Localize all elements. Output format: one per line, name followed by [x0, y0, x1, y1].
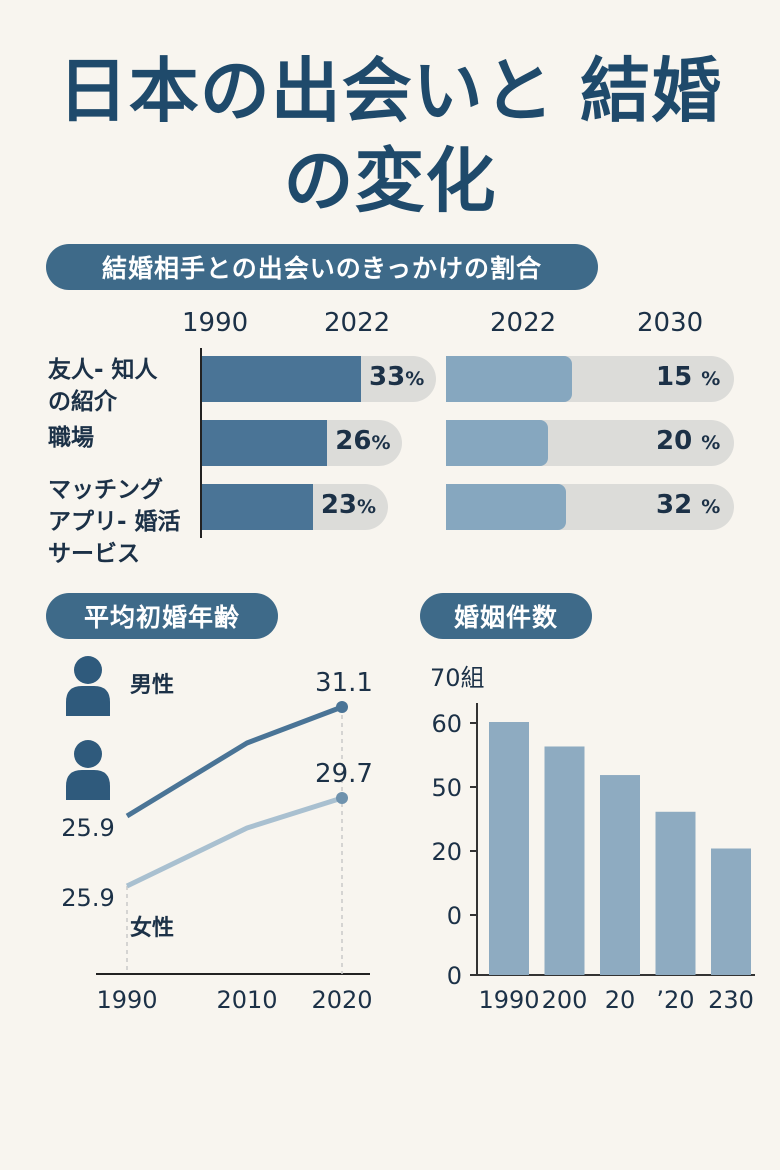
data-label: 32 % — [656, 490, 720, 520]
x-tick-label: 200 — [542, 986, 588, 1014]
data-label-unit: % — [405, 368, 425, 390]
x-tick-label: ’20 — [656, 986, 694, 1014]
x-tick-label: 1990 — [478, 986, 539, 1014]
end-point — [336, 792, 348, 804]
female-icon — [66, 740, 110, 800]
age-chart-title: 平均初婚年齢 — [46, 593, 278, 639]
data-label-value: 33 — [369, 362, 406, 392]
category-label: 友人- 知人 の紹介 — [48, 354, 158, 418]
marriage-count-chart: 0 0 20 50 60 70組 1990 200 20 ’20 230 — [430, 664, 755, 1014]
data-label-value: 15 — [656, 362, 702, 392]
data-label: 23% — [321, 490, 376, 520]
category-label: マッチングアプリ- 婚活 サービス — [48, 474, 181, 571]
right-year-2: 2030 — [637, 308, 704, 338]
person-body — [66, 770, 110, 800]
category-label-line: 職場 — [48, 425, 94, 451]
bar — [202, 420, 328, 466]
data-label: 15 % — [656, 362, 720, 392]
data-label: 20 % — [656, 426, 720, 456]
x-tick-label: 2020 — [311, 986, 372, 1014]
left-year-2: 2022 — [324, 308, 391, 338]
person-head — [74, 656, 102, 684]
data-label: 33% — [369, 362, 424, 392]
start-value-label: 25.9 — [61, 884, 114, 912]
bar — [711, 848, 751, 975]
data-label: 26% — [335, 426, 390, 456]
page-title-line1: 日本の出会いと 結婚 — [57, 50, 723, 132]
y-tick-label: 20 — [431, 838, 462, 866]
category-label-line: サービス — [48, 541, 140, 568]
data-label-value: 32 — [656, 490, 702, 520]
data-label-value: 20 — [656, 426, 702, 456]
bar — [202, 356, 361, 402]
series-line — [125, 795, 343, 889]
bar — [489, 722, 529, 975]
end-point — [336, 701, 348, 713]
page-title-line2: の変化 — [283, 140, 497, 222]
y-tick-label: 0 — [447, 902, 462, 930]
right-year-1: 2022 — [490, 308, 557, 338]
y-tick-label: 50 — [431, 774, 462, 802]
person-head — [74, 740, 102, 768]
data-label-value: 23 — [320, 490, 357, 520]
encounter-axis — [200, 348, 202, 538]
category-label-line: アプリ- 婚活 — [48, 509, 181, 536]
end-value-label: 29.7 — [315, 759, 373, 789]
category-label-line: マッチング — [48, 477, 163, 503]
marriage-count-title: 婚姻件数 — [420, 593, 592, 639]
y-tick-label: 60 — [431, 710, 462, 738]
start-value-label: 25.9 — [61, 814, 114, 842]
category-label: 職場 — [48, 422, 94, 454]
y-tick-label: 70組 — [430, 664, 485, 692]
bar — [446, 356, 572, 402]
data-label-unit: % — [701, 368, 721, 390]
x-tick-label: 20 — [605, 986, 636, 1014]
age-line-chart: 31.1 25.9 男性 29.7 25.9 女性 1990 2010 2020 — [61, 656, 373, 1014]
category-label-line: 友人- 知人 — [48, 357, 158, 383]
y-tick-label: 0 — [447, 962, 462, 990]
series-name-label: 男性 — [130, 673, 174, 698]
category-label-line: の紹介 — [48, 389, 117, 416]
x-tick-label: 230 — [708, 986, 754, 1014]
x-tick-label: 2010 — [216, 986, 277, 1014]
series-line — [125, 704, 343, 819]
end-value-label: 31.1 — [315, 668, 373, 698]
bar — [446, 484, 566, 530]
male-icon — [66, 656, 110, 716]
bar — [655, 811, 696, 975]
data-label-value: 26 — [335, 426, 372, 456]
series-name-label: 女性 — [130, 915, 174, 941]
bar — [202, 484, 313, 530]
bar — [544, 746, 585, 975]
person-body — [66, 686, 110, 716]
x-tick-label: 1990 — [96, 986, 157, 1014]
data-label-unit: % — [371, 432, 391, 454]
bar — [446, 420, 548, 466]
bar — [600, 775, 640, 975]
encounter-chart-title: 結婚相手との出会いのきっかけの割合 — [46, 244, 598, 290]
data-label-unit: % — [357, 496, 377, 518]
data-label-unit: % — [701, 496, 721, 518]
data-label-unit: % — [701, 432, 721, 454]
left-year-1: 1990 — [182, 308, 249, 338]
